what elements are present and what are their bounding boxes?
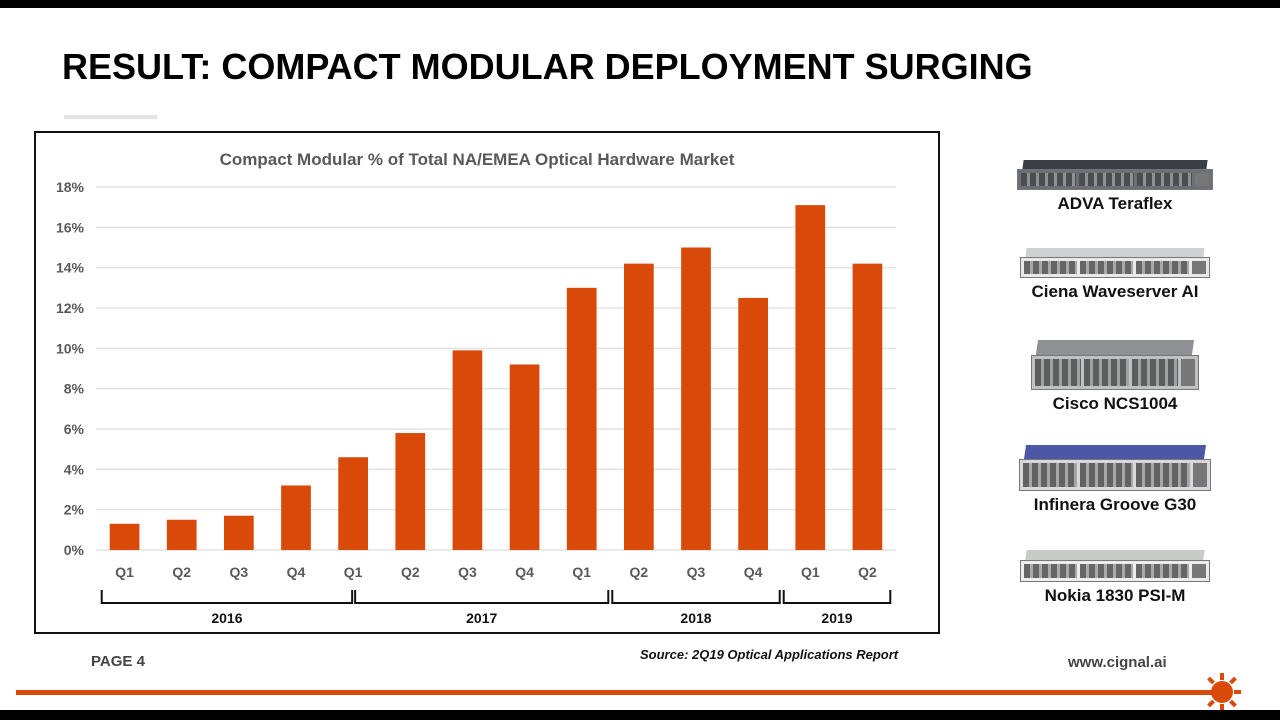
y-tick-label: 6% bbox=[64, 421, 85, 437]
x-tick-label: Q4 bbox=[287, 564, 306, 580]
rack-equipment-icon bbox=[1031, 340, 1199, 390]
gridlines bbox=[96, 186, 896, 551]
year-bracket bbox=[782, 590, 892, 604]
x-tick-label: Q2 bbox=[858, 564, 877, 580]
chart-title: Compact Modular % of Total NA/EMEA Optic… bbox=[220, 150, 735, 169]
x-tick-label: Q1 bbox=[572, 564, 591, 580]
product-name: Ciena Waveserver AI bbox=[1031, 282, 1199, 301]
year-bracket bbox=[354, 590, 610, 604]
year-label: 2019 bbox=[821, 610, 852, 626]
product-item: Ciena Waveserver AI bbox=[1000, 248, 1230, 302]
y-tick-label: 12% bbox=[56, 300, 85, 316]
y-tick-label: 10% bbox=[56, 340, 85, 356]
bar-2017-q3 bbox=[452, 350, 483, 550]
y-tick-label: 16% bbox=[56, 219, 85, 235]
bar-2016-q4 bbox=[281, 485, 311, 550]
product-name: Cisco NCS1004 bbox=[1052, 394, 1178, 413]
bar-2016-q2 bbox=[166, 519, 197, 550]
website-link[interactable]: www.cignal.ai bbox=[1068, 654, 1167, 671]
chart-frame: Compact Modular % of Total NA/EMEA Optic… bbox=[34, 131, 940, 634]
y-axis: 0% 2% 4% 6% 8% 10% 12% 14% 16% 18% bbox=[56, 179, 85, 558]
bar-2018-q4 bbox=[738, 297, 768, 550]
y-tick-label: 8% bbox=[64, 381, 85, 397]
product-item: Cisco NCS1004 bbox=[1000, 340, 1230, 414]
y-tick-label: 14% bbox=[56, 260, 85, 276]
y-tick-label: 2% bbox=[64, 502, 85, 518]
x-tick-label: Q1 bbox=[801, 564, 820, 580]
y-tick-label: 18% bbox=[56, 179, 85, 195]
x-tick-label: Q4 bbox=[515, 564, 534, 580]
bar-2019-q1 bbox=[795, 205, 826, 550]
title-underline bbox=[64, 115, 157, 119]
bar-2016-q1 bbox=[109, 523, 140, 550]
x-tick-label: Q3 bbox=[458, 564, 477, 580]
year-bracket bbox=[611, 590, 781, 604]
x-tick-label: Q1 bbox=[115, 564, 134, 580]
y-tick-label: 0% bbox=[64, 542, 85, 558]
bar-2017-q2 bbox=[395, 433, 426, 550]
bar-2017-q4 bbox=[509, 364, 540, 550]
product-item: Infinera Groove G30 bbox=[1000, 445, 1230, 515]
year-groups: 2016 2017 2018 2019 bbox=[100, 590, 892, 626]
x-tick-label: Q2 bbox=[401, 564, 420, 580]
bar-chart: Compact Modular % of Total NA/EMEA Optic… bbox=[56, 150, 896, 626]
product-item: ADVA Teraflex bbox=[1000, 160, 1230, 214]
bottom-black-bar bbox=[0, 710, 1280, 720]
x-tick-label: Q2 bbox=[172, 564, 191, 580]
cignal-sun-logo-icon bbox=[1203, 673, 1241, 711]
x-tick-label: Q3 bbox=[230, 564, 249, 580]
bar-2016-q3 bbox=[224, 515, 254, 550]
orange-rule bbox=[16, 690, 1216, 695]
year-label: 2018 bbox=[680, 610, 711, 626]
bars bbox=[109, 205, 883, 550]
rack-equipment-icon bbox=[1019, 445, 1211, 491]
product-name: Nokia 1830 PSI-M bbox=[1044, 586, 1186, 605]
bar-2018-q1 bbox=[566, 287, 597, 550]
x-axis: Q1 Q2 Q3 Q4 Q1 Q2 Q3 Q4 Q1 Q2 Q3 Q4 Q1 Q2 bbox=[115, 564, 877, 580]
rack-equipment-icon bbox=[1020, 550, 1210, 582]
top-black-bar bbox=[0, 0, 1280, 8]
product-name: ADVA Teraflex bbox=[1057, 194, 1173, 213]
product-item: Nokia 1830 PSI-M bbox=[1000, 550, 1230, 606]
year-label: 2017 bbox=[466, 610, 497, 626]
year-bracket bbox=[100, 590, 354, 604]
rack-equipment-icon bbox=[1017, 160, 1213, 190]
page-number: PAGE 4 bbox=[91, 653, 145, 670]
x-tick-label: Q1 bbox=[344, 564, 363, 580]
rack-equipment-icon bbox=[1020, 248, 1210, 278]
product-name: Infinera Groove G30 bbox=[1033, 495, 1197, 514]
bar-2018-q2 bbox=[624, 263, 654, 550]
bar-2017-q1 bbox=[338, 457, 368, 550]
bar-2019-q2 bbox=[852, 263, 883, 550]
x-tick-label: Q4 bbox=[744, 564, 763, 580]
source-note: Source: 2Q19 Optical Applications Report bbox=[640, 647, 899, 662]
x-tick-label: Q3 bbox=[687, 564, 706, 580]
x-tick-label: Q2 bbox=[630, 564, 649, 580]
slide-title: RESULT: COMPACT MODULAR DEPLOYMENT SURGI… bbox=[62, 46, 1033, 87]
bar-2018-q3 bbox=[681, 247, 711, 550]
y-tick-label: 4% bbox=[64, 461, 85, 477]
year-label: 2016 bbox=[211, 610, 242, 626]
